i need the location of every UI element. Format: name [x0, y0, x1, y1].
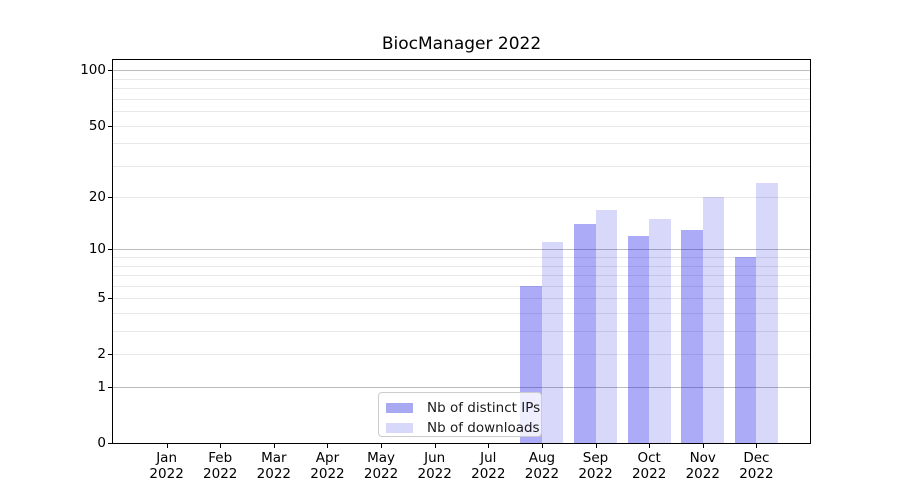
gridline [113, 313, 810, 315]
x-tick-mark [273, 443, 275, 448]
bar [595, 209, 617, 443]
y-tick-label: 100 [80, 62, 106, 79]
y-tick-label: 5 [97, 290, 106, 307]
gridline [113, 143, 810, 145]
y-tick-mark [108, 298, 113, 300]
gridline [113, 197, 810, 199]
x-tick-label: Nov 2022 [685, 450, 720, 482]
x-tick-label: Oct 2022 [631, 450, 667, 482]
gridline [113, 275, 810, 277]
x-tick-mark [541, 443, 543, 448]
legend-entry-distinct-ips: Nb of distinct IPs [379, 398, 541, 418]
y-tick-mark [108, 354, 113, 356]
legend-entry-downloads: Nb of downloads [379, 418, 541, 438]
y-tick-mark [108, 387, 113, 389]
y-tick-label: 0 [97, 435, 106, 451]
bar [541, 242, 564, 443]
x-tick-label: Feb 2022 [203, 450, 238, 482]
bar [702, 197, 725, 443]
y-tick-mark [108, 249, 113, 251]
x-tick-mark [381, 443, 383, 448]
y-tick-mark [108, 443, 113, 444]
gridline [113, 165, 810, 167]
bar [734, 257, 757, 443]
x-tick-mark [595, 443, 597, 448]
gridline [113, 249, 810, 251]
x-tick-label: Jan 2022 [149, 450, 184, 482]
gridline [113, 98, 810, 100]
legend-swatch-downloads-icon [386, 423, 413, 433]
gridline [113, 125, 810, 127]
x-tick-label: Jul 2022 [471, 450, 506, 482]
bar [627, 235, 650, 443]
legend-swatch-distinct-ips-icon [386, 403, 413, 413]
chart-title: BiocManager 2022 [381, 34, 542, 54]
y-tick-label: 1 [97, 379, 106, 396]
x-tick-mark [702, 443, 704, 448]
x-tick-mark [649, 443, 651, 448]
x-tick-mark [220, 443, 222, 448]
gridline [113, 78, 810, 80]
x-tick-label: Mar 2022 [256, 450, 292, 482]
bar [574, 224, 596, 443]
x-tick-label: Sep 2022 [578, 450, 613, 482]
x-tick-mark [327, 443, 329, 448]
x-tick-label: Dec 2022 [739, 450, 774, 482]
y-tick-label: 20 [88, 189, 106, 206]
gridline [113, 88, 810, 90]
x-tick-mark [488, 443, 490, 448]
x-tick-mark [756, 443, 758, 448]
x-tick-mark [434, 443, 436, 448]
gridline [113, 298, 810, 300]
bar [649, 219, 671, 443]
legend: Nb of distinct IPs Nb of downloads [378, 392, 542, 437]
gridline [113, 70, 810, 72]
x-tick-label: May 2022 [363, 450, 399, 482]
y-tick-label: 2 [97, 346, 106, 363]
gridline [113, 285, 810, 287]
plot-area: Nb of distinct IPs Nb of downloads [112, 59, 811, 444]
gridline [113, 111, 810, 113]
y-tick-mark [108, 197, 113, 199]
y-tick-mark [108, 70, 113, 72]
gridline [113, 257, 810, 259]
legend-label-downloads: Nb of downloads [427, 420, 540, 436]
y-tick-label: 50 [88, 117, 106, 134]
bar [681, 229, 703, 443]
bar [756, 183, 778, 443]
gridline [113, 387, 810, 389]
gridline [113, 354, 810, 356]
y-tick-label: 10 [88, 241, 106, 258]
legend-label-distinct-ips: Nb of distinct IPs [427, 400, 541, 416]
x-tick-label: Aug 2022 [524, 450, 560, 482]
x-tick-label: Jun 2022 [417, 450, 452, 482]
gridline [113, 265, 810, 267]
y-tick-mark [108, 125, 113, 127]
gridline [113, 331, 810, 333]
x-tick-mark [166, 443, 168, 448]
x-tick-label: Apr 2022 [310, 450, 345, 482]
